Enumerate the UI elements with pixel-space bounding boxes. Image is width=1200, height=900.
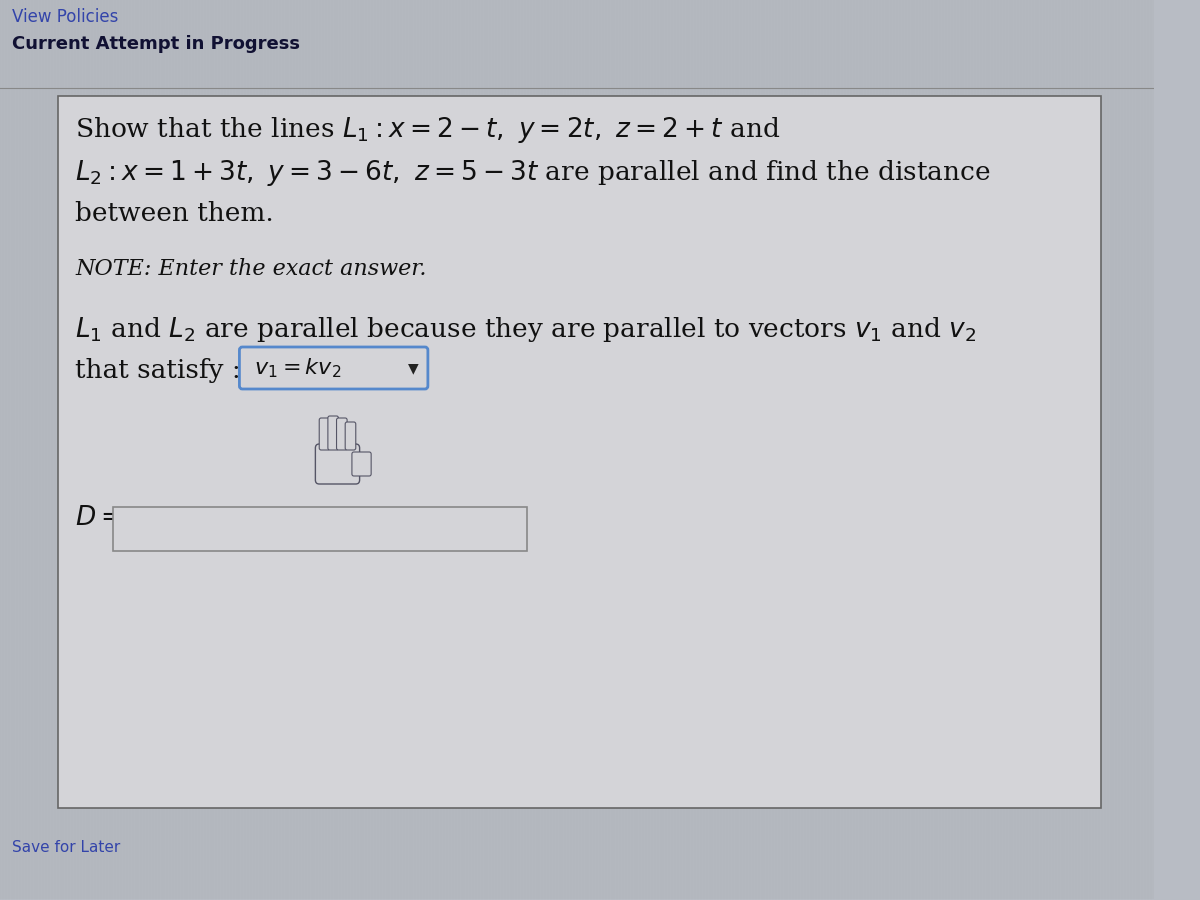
FancyBboxPatch shape [328, 416, 338, 450]
FancyBboxPatch shape [319, 418, 330, 450]
Text: Save for Later: Save for Later [12, 840, 120, 855]
FancyBboxPatch shape [336, 418, 347, 450]
FancyBboxPatch shape [240, 347, 428, 389]
Text: Current Attempt in Progress: Current Attempt in Progress [12, 35, 300, 53]
Text: $L_1$ and $L_2$ are parallel because they are parallel to vectors $v_1$ and $v_2: $L_1$ and $L_2$ are parallel because the… [74, 315, 977, 344]
Text: Show that the lines $L_1 : x = 2-t,\ y = 2t,\ z = 2+t$ and: Show that the lines $L_1 : x = 2-t,\ y =… [74, 115, 780, 145]
Text: NOTE: Enter the exact answer.: NOTE: Enter the exact answer. [74, 258, 426, 280]
Text: that satisfy :: that satisfy : [74, 358, 241, 383]
Text: View Policies: View Policies [12, 8, 118, 26]
Text: $D=$: $D=$ [74, 505, 121, 530]
Bar [58, 96, 1100, 808]
Bar [114, 507, 527, 551]
Text: $v_1 = kv_2$: $v_1 = kv_2$ [254, 356, 341, 380]
FancyBboxPatch shape [316, 444, 360, 484]
Text: $L_2 : x = 1+3t,\ y = 3-6t,\ z = 5-3t$ are parallel and find the distance: $L_2 : x = 1+3t,\ y = 3-6t,\ z = 5-3t$ a… [74, 158, 991, 188]
FancyBboxPatch shape [346, 422, 355, 450]
Text: between them.: between them. [74, 201, 274, 226]
FancyBboxPatch shape [352, 452, 371, 476]
Text: ▼: ▼ [408, 361, 419, 375]
